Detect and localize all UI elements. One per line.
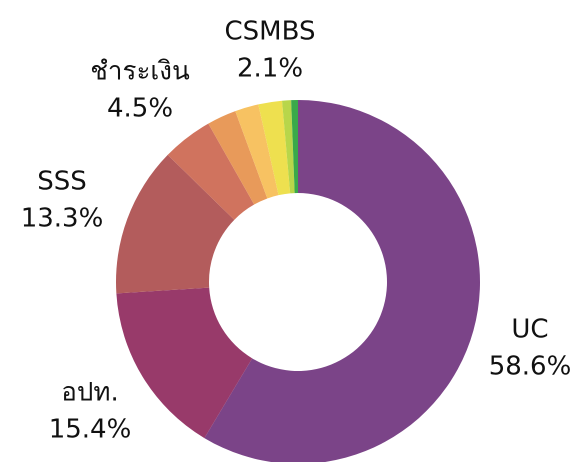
slice-label: ชำระเงิน bbox=[90, 57, 190, 87]
slice-label: UC bbox=[511, 315, 548, 345]
donut-slice bbox=[291, 100, 298, 194]
donut-slice bbox=[204, 100, 480, 462]
slice-value-label: 15.4% bbox=[49, 415, 132, 445]
slice-value-label: 58.6% bbox=[489, 352, 572, 382]
donut-slice bbox=[235, 104, 279, 199]
slice-label: SSS bbox=[37, 167, 87, 197]
slice-label: CSMBS bbox=[225, 17, 316, 47]
donut-slice bbox=[208, 111, 268, 205]
slice-value-label: 2.1% bbox=[237, 54, 303, 84]
donut-slice bbox=[116, 154, 235, 294]
slice-value-label: 4.5% bbox=[107, 94, 173, 124]
donut-slice bbox=[282, 100, 295, 194]
slice-value-label: 13.3% bbox=[21, 204, 104, 234]
donut-slice bbox=[167, 123, 255, 220]
donut-slice bbox=[258, 100, 291, 196]
donut-slice bbox=[116, 287, 253, 439]
slice-label: อปท. bbox=[61, 378, 119, 408]
